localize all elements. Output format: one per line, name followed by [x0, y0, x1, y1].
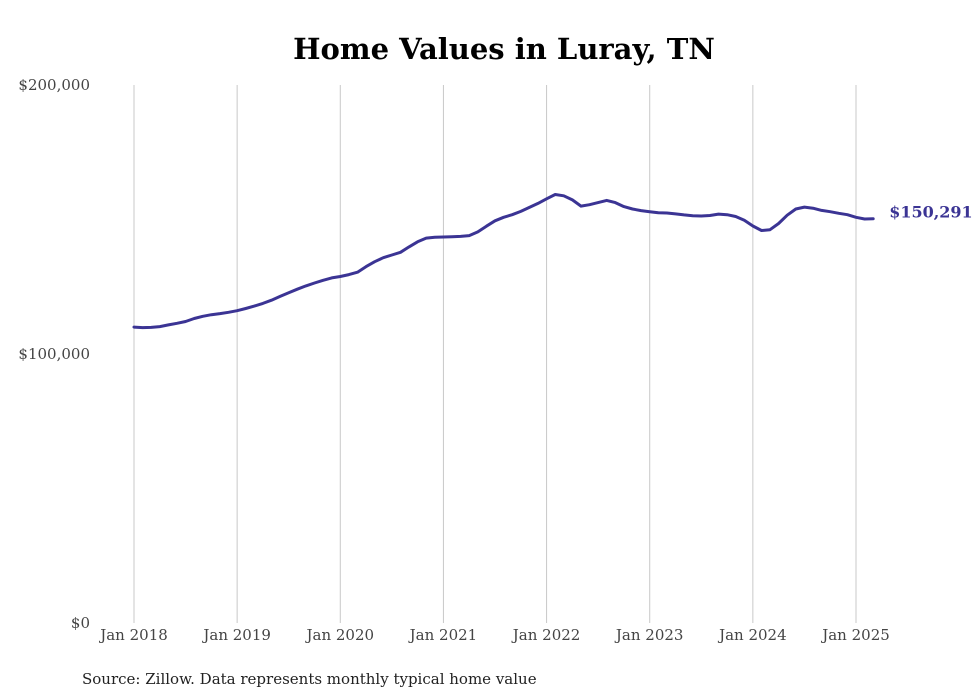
x-tick-label: Jan 2018: [98, 626, 168, 644]
x-tick-label: Jan 2023: [614, 626, 684, 644]
chart-title: Home Values in Luray, TN: [293, 32, 715, 66]
y-axis-ticks: $0 $100,000 $200,000: [18, 76, 90, 632]
y-tick-label: $200,000: [18, 76, 90, 94]
x-tick-label: Jan 2024: [717, 626, 787, 644]
end-value-label: $150,291: [889, 203, 973, 222]
source-note: Source: Zillow. Data represents monthly …: [82, 670, 537, 688]
x-tick-label: Jan 2025: [820, 626, 890, 644]
x-axis-ticks: Jan 2018 Jan 2019 Jan 2020 Jan 2021 Jan 2022…: [98, 626, 890, 644]
y-tick-label: $100,000: [18, 345, 90, 363]
y-tick-label: $0: [71, 614, 90, 632]
x-tick-label: Jan 2020: [305, 626, 375, 644]
x-tick-label: Jan 2021: [408, 626, 478, 644]
x-tick-label: Jan 2022: [511, 626, 581, 644]
gridlines: [133, 85, 857, 623]
series-line-home-value: [132, 193, 875, 330]
x-tick-label: Jan 2019: [201, 626, 271, 644]
